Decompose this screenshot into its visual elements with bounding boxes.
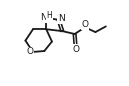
Text: N: N — [58, 14, 65, 23]
Text: O: O — [26, 47, 33, 56]
Text: H: H — [47, 11, 52, 20]
Text: O: O — [72, 45, 79, 54]
Text: N: N — [40, 13, 47, 22]
Text: O: O — [82, 20, 88, 29]
